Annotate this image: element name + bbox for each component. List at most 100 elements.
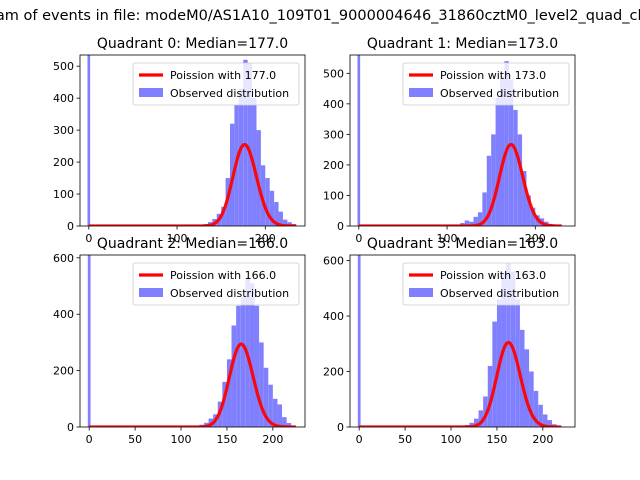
x-tick-label: 100: [171, 433, 192, 446]
histogram-bar: [236, 305, 241, 427]
legend-box: [132, 62, 300, 106]
histogram-bar: [524, 349, 530, 427]
histogram-bar: [522, 171, 527, 226]
figure-suptitle: Histogram of events in file: modeM0/AS1A…: [0, 8, 640, 24]
histogram-bar: [533, 390, 539, 427]
x-tick-label: 100: [437, 232, 458, 245]
histogram-bar: [530, 207, 536, 226]
y-tick-label: 300: [323, 128, 344, 141]
x-tick-label: 0: [355, 232, 362, 245]
histogram-bar: [272, 398, 278, 427]
x-tick-label: 200: [525, 232, 546, 245]
y-tick-label: 400: [53, 92, 74, 105]
subplot-quadrant-1: 0 100 200 0 100 200 300 400 500 Quadrant 1: Media…: [323, 36, 576, 245]
subplot-quadrant-2: 0 50 100 150 200 0 200 400 600 Quadrant 2: Median…: [53, 236, 306, 446]
histogram-bar: [478, 410, 484, 427]
histogram-bar: [529, 371, 534, 427]
legend-label-observed: Observed distribution: [170, 287, 289, 300]
x-tick-label: 0: [85, 232, 92, 245]
histogram-bar: [491, 134, 496, 226]
histogram-bar: [282, 417, 287, 427]
histogram-bar: [506, 263, 511, 427]
axes-frame: [349, 254, 576, 428]
x-tick-label: 100: [167, 232, 188, 245]
y-tick-label: 0: [67, 421, 74, 434]
legend-label-poisson: Poission with 173.0: [440, 69, 546, 82]
histogram-bar: [526, 195, 531, 226]
subplot-title: Quadrant 0: Median=177.0: [97, 36, 288, 52]
histogram-bar: [504, 61, 509, 226]
legend-box: [402, 62, 570, 106]
histogram-bar: [538, 404, 543, 427]
histogram-bar: [238, 88, 244, 226]
histogram-bar: [477, 212, 483, 226]
legend: Poission with 177.0 Observed distribution: [132, 62, 300, 106]
histogram-bar: [487, 365, 493, 427]
legend-patch-marker: [139, 288, 163, 297]
x-tick-label: 150: [486, 433, 507, 446]
histogram-bar: [542, 414, 548, 427]
legend-label-observed: Observed distribution: [170, 87, 289, 100]
histogram-bar: [464, 220, 470, 226]
histogram-bar: [492, 321, 497, 427]
histogram-bar: [473, 418, 479, 427]
histogram-bar: [486, 155, 492, 226]
histogram-bar: [508, 79, 514, 226]
y-tick-label: 600: [53, 252, 74, 265]
x-tick-label: 150: [216, 433, 237, 446]
y-tick-label: 600: [323, 255, 344, 268]
histogram-bar: [277, 404, 283, 427]
histogram-bar: [500, 76, 505, 226]
histogram-bar: [254, 305, 260, 427]
y-tick-label: 200: [323, 159, 344, 172]
histogram-bar: [222, 381, 227, 427]
histogram-bar: [274, 202, 279, 226]
y-tick-label: 100: [53, 188, 74, 201]
x-tick-label: 200: [532, 433, 553, 446]
y-tick-label: 300: [53, 124, 74, 137]
histogram-bar: [482, 192, 487, 226]
histogram-bar: [282, 219, 288, 226]
histogram-bar: [265, 178, 270, 226]
x-tick-label: 50: [398, 433, 412, 446]
axes-frame: [349, 54, 576, 227]
poisson-curve: [358, 142, 563, 226]
y-tick-label: 0: [337, 220, 344, 233]
y-tick-label: 400: [323, 98, 344, 111]
plot-area: [357, 55, 563, 226]
histogram-bar: [547, 420, 553, 427]
subplot-title: Quadrant 1: Median=173.0: [367, 36, 558, 52]
y-tick-label: 500: [323, 67, 344, 80]
histogram-bar: [469, 422, 474, 427]
legend: Poission with 173.0 Observed distribution: [402, 62, 570, 106]
histogram-bar: [517, 134, 523, 226]
x-tick-label: 0: [356, 433, 363, 446]
x-tick-label: 100: [441, 433, 462, 446]
histogram-bar: [231, 325, 237, 427]
y-tick-label: 400: [53, 308, 74, 321]
legend-label-observed: Observed distribution: [440, 287, 559, 300]
legend-patch-marker: [409, 288, 433, 297]
histogram-bar: [247, 62, 253, 226]
y-tick-label: 200: [53, 365, 74, 378]
histogram-bar: [483, 396, 488, 427]
legend-label-poisson: Poission with 163.0: [440, 269, 546, 282]
legend-label-poisson: Poission with 166.0: [170, 269, 276, 282]
y-tick-label: 400: [323, 310, 344, 323]
subplot-quadrant-3: 0 50 100 150 200 0 200 400 600 Quadrant 3: Median…: [323, 236, 576, 446]
y-tick-label: 500: [53, 60, 74, 73]
histogram-bar-zero: [87, 255, 91, 427]
legend: Poission with 166.0 Observed distribution: [132, 262, 300, 306]
histogram-bar: [260, 165, 266, 226]
histogram-bar: [287, 222, 292, 226]
y-tick-label: 200: [323, 366, 344, 379]
histogram-bar: [243, 59, 248, 226]
plot-area: [87, 55, 297, 226]
histogram-bar: [278, 211, 283, 226]
histogram-bar: [473, 216, 478, 226]
histogram-bar: [263, 367, 269, 427]
histogram-bar: [269, 190, 275, 226]
legend-patch-marker: [409, 88, 433, 97]
